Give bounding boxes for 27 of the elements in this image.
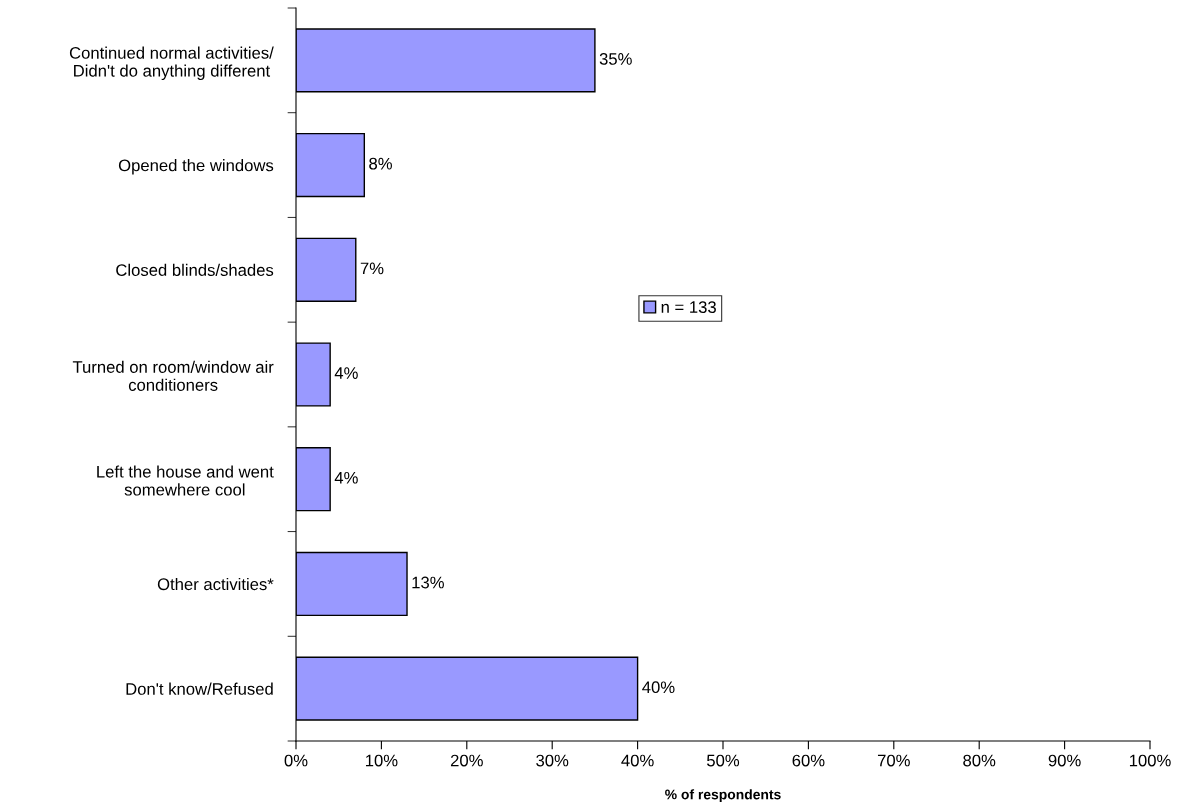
y-tick-label: Turned on room/window air conditioners [72, 360, 274, 391]
x-tick-label: 10% [365, 754, 398, 767]
x-tick-label: 40% [621, 754, 654, 767]
text: 35% [599, 53, 632, 65]
x-tick-label: 100% [1129, 754, 1171, 767]
y-tick-label: Opened the windows [118, 159, 274, 175]
y-tick-label: Continued normal activities/ Didn't do anything different [69, 46, 274, 81]
x-axis-title: % of respondents [665, 789, 781, 803]
text: 40% [642, 681, 675, 694]
y-tick-label: Other activities* [157, 577, 274, 591]
text: 4% [334, 367, 358, 379]
text: 8% [369, 157, 392, 170]
y-tick-label: Left the house and went somewhere cool [97, 465, 274, 496]
legend-label: n = 133 [661, 301, 716, 313]
y-tick-label: Closed blinds/shades [116, 263, 274, 276]
x-tick-label: 80% [963, 754, 996, 767]
x-tick-label: 50% [706, 754, 740, 767]
x-tick-label: 30% [536, 754, 569, 767]
text: 4% [334, 471, 358, 484]
y-tick-label: Don't know/Refused [126, 682, 273, 695]
x-tick-label: 0% [284, 754, 308, 767]
x-tick-label: 90% [1048, 754, 1081, 767]
text: 13% [412, 576, 444, 589]
x-tick-label: 60% [792, 754, 825, 767]
text: 7% [360, 262, 384, 275]
x-tick-label: 70% [877, 754, 910, 767]
x-tick-label: 20% [450, 754, 483, 767]
